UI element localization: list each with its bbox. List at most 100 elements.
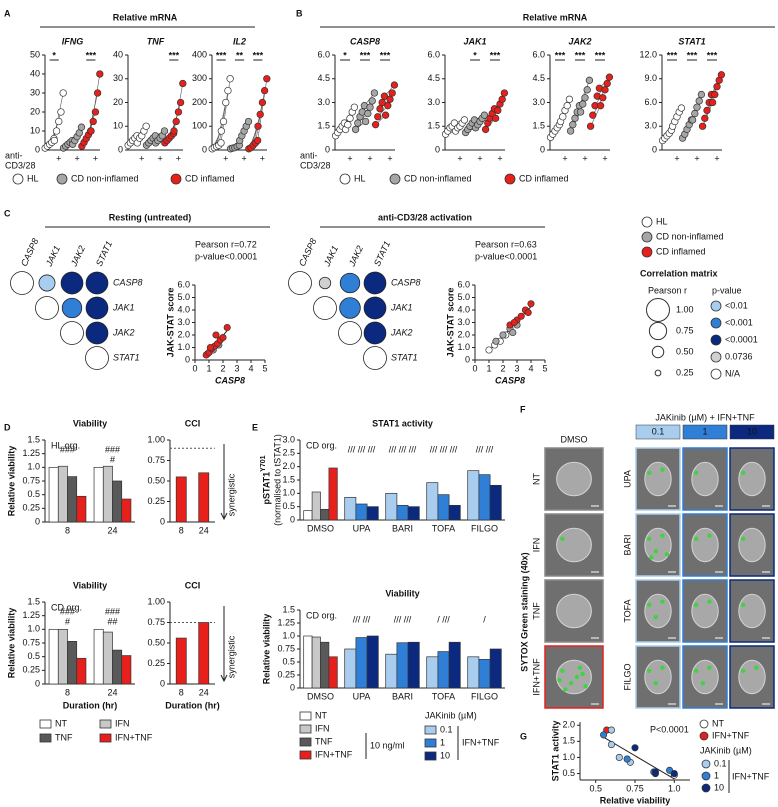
data-point	[170, 127, 178, 135]
legend-label: 0.25	[676, 367, 694, 377]
x-tick-label: 24	[107, 525, 117, 535]
x-tick-label: +	[241, 153, 246, 163]
legend-marker	[299, 737, 312, 747]
column-title: JAKinib (µM) + IFN+TNF	[655, 412, 755, 422]
data-point	[364, 109, 372, 118]
legend-label: 1.00	[676, 304, 694, 314]
pair-line	[706, 86, 718, 111]
bar	[93, 466, 104, 523]
data-point	[691, 109, 699, 118]
data-point	[351, 125, 360, 134]
stain	[568, 681, 574, 686]
data-point	[354, 119, 362, 127]
x-tick-label: 1	[206, 363, 211, 373]
sig-label: *	[343, 50, 347, 60]
bar	[407, 506, 420, 521]
data-point	[219, 117, 228, 126]
x-tick-label: +	[56, 153, 61, 163]
data-point	[527, 300, 535, 308]
y-tick-label: 1.0	[282, 488, 295, 498]
data-point	[384, 102, 392, 110]
data-point	[510, 318, 518, 327]
column-label: STAT1	[372, 239, 392, 267]
cell	[556, 593, 592, 629]
y-tick-label: 200	[192, 97, 207, 107]
sig-label: / ///	[437, 614, 450, 624]
cell	[738, 461, 766, 497]
y-tick-label: 4.5	[532, 73, 545, 83]
y-tick-label: 400	[192, 49, 207, 59]
x-tick-label: 2	[220, 363, 225, 373]
corr-cell	[85, 271, 109, 295]
data-point	[217, 127, 226, 135]
stain	[653, 615, 658, 620]
y-tick-label: 0.25	[277, 669, 295, 679]
bar	[48, 628, 59, 685]
bar	[426, 482, 439, 521]
bar	[355, 503, 368, 521]
row-label: CASP8	[391, 277, 421, 287]
arrow-label: synergistic	[226, 473, 236, 516]
data-point	[589, 111, 597, 119]
data-point	[708, 98, 717, 107]
x-tick-label: +	[347, 153, 352, 163]
legend-marker	[389, 173, 401, 185]
cell	[644, 593, 672, 629]
y-tick-label: 1.00	[147, 596, 165, 606]
cell	[556, 659, 592, 695]
data-point	[566, 127, 575, 135]
stain	[664, 552, 669, 557]
x-tick-label: 24	[199, 525, 209, 535]
x-tick-label: 5	[262, 363, 267, 373]
x-tick-label: +	[582, 153, 587, 163]
y-tick-label: 2.0	[282, 461, 295, 471]
x-tick-label: UPA	[353, 691, 371, 701]
data-point	[605, 73, 614, 81]
x-tick-label: DMSO	[307, 523, 334, 533]
y-tick-label: 40	[113, 49, 123, 59]
data-point	[494, 106, 502, 115]
y-tick-label: 1.0	[457, 342, 470, 352]
y-tick-label: 20	[30, 106, 40, 116]
stat-label: p-value<0.0001	[195, 251, 257, 261]
corr-cell	[288, 271, 312, 295]
sig-label: ***	[555, 50, 566, 60]
bar	[426, 656, 439, 689]
bar	[320, 508, 330, 521]
column-label: CASP8	[19, 237, 41, 268]
x-tick-label: 1.0	[668, 783, 681, 793]
pair-line	[704, 94, 716, 119]
chart-title: CCI	[185, 418, 201, 428]
x-tick-label: FILGO	[471, 691, 498, 701]
y-tick-label: 6.0	[427, 49, 440, 59]
bar	[311, 636, 321, 689]
stain	[560, 668, 565, 673]
panel-letter: B	[296, 8, 303, 18]
data-point	[226, 75, 234, 83]
stain	[707, 599, 712, 604]
bar	[198, 622, 210, 685]
data-point	[50, 136, 58, 145]
side-label: SYTOX Green staining (40x)	[519, 552, 529, 671]
x-tick-label: +	[694, 153, 699, 163]
bar	[489, 648, 502, 689]
legend-title: Pearson r	[648, 285, 687, 295]
x-tick-label: DMSO	[307, 691, 334, 701]
bar	[344, 496, 357, 521]
column-label: CASP8	[297, 237, 319, 268]
legend-marker	[701, 783, 711, 793]
data-point	[160, 127, 169, 135]
x-tick-label: +	[157, 153, 162, 163]
y-tick-label: 2.0	[177, 329, 190, 339]
bar	[198, 472, 210, 523]
sig-label: ###	[105, 606, 120, 616]
sig-label: /// /// ///	[348, 444, 376, 454]
x-tick-label: +	[223, 153, 228, 163]
legend-label: HL	[656, 216, 668, 226]
bar	[303, 510, 313, 521]
data-point	[701, 114, 709, 122]
data-point	[258, 98, 267, 107]
dose-header	[729, 424, 775, 440]
dose-header	[682, 424, 728, 440]
